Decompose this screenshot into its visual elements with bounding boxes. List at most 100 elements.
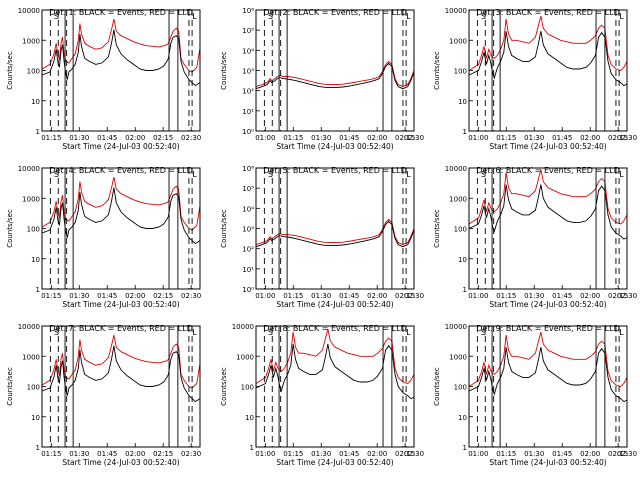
lld-series-line (255, 328, 415, 385)
y-axis-label: Counts/sec (220, 209, 228, 248)
x-tick-label: 01:00 (255, 450, 275, 458)
panel-det-6: Det. 6: BLACK = Events, RED = LLD 1 10 100 1… (433, 165, 637, 309)
x-tick-label: 01:45 (97, 292, 117, 300)
lld-series-line (41, 19, 201, 73)
events-series-line (41, 29, 201, 87)
x-tick-label: 02:00 (580, 292, 600, 300)
y-tick-label: 100 (27, 226, 40, 234)
y-tick-label: 10000 (445, 7, 467, 15)
y-axis-label: Counts/sec (433, 51, 441, 90)
plot-frame (255, 9, 415, 132)
panel-det-5: Det. 5: BLACK = Events, RED = LLD 10⁰ 10¹ 1… (220, 165, 424, 309)
x-tick-label: 02:30 (617, 450, 637, 458)
y-tick-label: 1 (463, 128, 467, 136)
y-tick-label: 10³ (242, 226, 254, 234)
x-tick-label: 02:30 (181, 292, 201, 300)
y-tick-label: 1 (36, 128, 40, 136)
plot-frame (41, 167, 201, 290)
y-tick-label: 1000 (22, 195, 40, 203)
x-tick-label: 01:30 (311, 450, 331, 458)
marker-annotation: L (192, 170, 197, 179)
events-series-line (468, 31, 628, 87)
x-tick-label: 02:30 (404, 292, 424, 300)
x-axis-label: Start Time (24-Jul-03 00:52:40) (489, 142, 606, 151)
x-tick-label: 01:30 (69, 134, 89, 142)
y-axis-label: Counts/sec (220, 367, 228, 406)
marker-annotation: L (406, 328, 411, 337)
x-axis-label: Start Time (24-Jul-03 00:52:40) (276, 458, 393, 467)
x-tick-label: 02:00 (367, 450, 387, 458)
marker-annotation: L (192, 328, 197, 337)
y-tick-label: 1 (250, 444, 254, 452)
panel-det-8: Det. 8: BLACK = Events, RED = LLD 1 10 100 1… (220, 323, 424, 467)
y-tick-label: 1 (36, 286, 40, 294)
x-axis-label: Start Time (24-Jul-03 00:52:40) (62, 300, 179, 309)
y-tick-label: 10 (31, 98, 40, 106)
y-tick-label: 1000 (22, 37, 40, 45)
x-tick-label: 02:00 (125, 134, 145, 142)
plot-frame (468, 167, 628, 290)
y-tick-label: 10⁰ (242, 128, 254, 136)
y-tick-label: 1000 (449, 195, 467, 203)
x-tick-label: 02:15 (153, 450, 173, 458)
x-tick-label: 01:30 (524, 134, 544, 142)
y-tick-label: 100 (27, 68, 40, 76)
y-tick-label: 10000 (18, 7, 40, 15)
panel-det-3: Det. 3: BLACK = Events, RED = LLD 1 10 100 1… (433, 7, 637, 151)
y-tick-label: 10 (245, 414, 254, 422)
marker-annotation: S (268, 328, 273, 337)
marker-annotation: S (481, 328, 486, 337)
y-tick-label: 1 (463, 286, 467, 294)
x-tick-label: 02:15 (153, 292, 173, 300)
y-tick-label: 10000 (445, 323, 467, 331)
x-tick-label: 02:00 (367, 292, 387, 300)
x-tick-label: 02:15 (608, 134, 628, 142)
x-tick-label: 01:30 (311, 134, 331, 142)
y-tick-label: 1000 (449, 353, 467, 361)
x-tick-label: 01:45 (339, 292, 359, 300)
x-tick-label: 01:30 (311, 292, 331, 300)
panel-det-2: Det. 2: BLACK = Events, RED = LLD 10⁰ 10¹ 1… (220, 7, 424, 151)
marker-annotation: L (192, 12, 197, 21)
x-tick-label: 02:00 (580, 134, 600, 142)
plot-frame (468, 325, 628, 448)
y-tick-label: 10000 (445, 165, 467, 173)
plot-frame (41, 9, 201, 132)
x-tick-label: 02:15 (608, 450, 628, 458)
x-tick-label: 01:00 (255, 134, 275, 142)
y-tick-label: 10⁵ (242, 27, 254, 35)
panel-title: Det. 3: BLACK = Events, RED = LLD (476, 8, 620, 17)
x-axis-label: Start Time (24-Jul-03 00:52:40) (489, 300, 606, 309)
y-tick-label: 10 (31, 256, 40, 264)
panel-title: Det. 5: BLACK = Events, RED = LLD (263, 166, 407, 175)
x-tick-label: 01:15 (41, 450, 61, 458)
events-series-line (468, 184, 628, 240)
y-axis-label: Counts/sec (220, 51, 228, 90)
y-axis-label: Counts/sec (6, 51, 14, 90)
events-series-line (255, 220, 415, 248)
x-tick-label: 01:30 (69, 292, 89, 300)
y-axis-label: Counts/sec (433, 209, 441, 248)
x-axis-label: Start Time (24-Jul-03 00:52:40) (62, 458, 179, 467)
x-tick-label: 01:45 (97, 134, 117, 142)
lld-series-line (468, 15, 628, 72)
y-tick-label: 1 (463, 444, 467, 452)
events-series-line (41, 187, 201, 245)
events-series-line (255, 62, 415, 90)
marker-annotation: S (54, 12, 59, 21)
y-tick-label: 1000 (22, 353, 40, 361)
x-tick-label: 01:15 (496, 134, 516, 142)
x-tick-label: 02:00 (367, 134, 387, 142)
x-tick-label: 02:15 (608, 292, 628, 300)
marker-annotation: S (268, 170, 273, 179)
y-tick-label: 10¹ (242, 266, 254, 274)
x-tick-label: 02:15 (395, 292, 415, 300)
x-tick-label: 02:30 (617, 292, 637, 300)
plot-frame (468, 9, 628, 132)
x-tick-label: 01:15 (496, 292, 516, 300)
x-tick-label: 01:15 (41, 134, 61, 142)
marker-annotation: L (619, 12, 624, 21)
y-tick-label: 10000 (18, 323, 40, 331)
y-tick-label: 100 (454, 226, 467, 234)
